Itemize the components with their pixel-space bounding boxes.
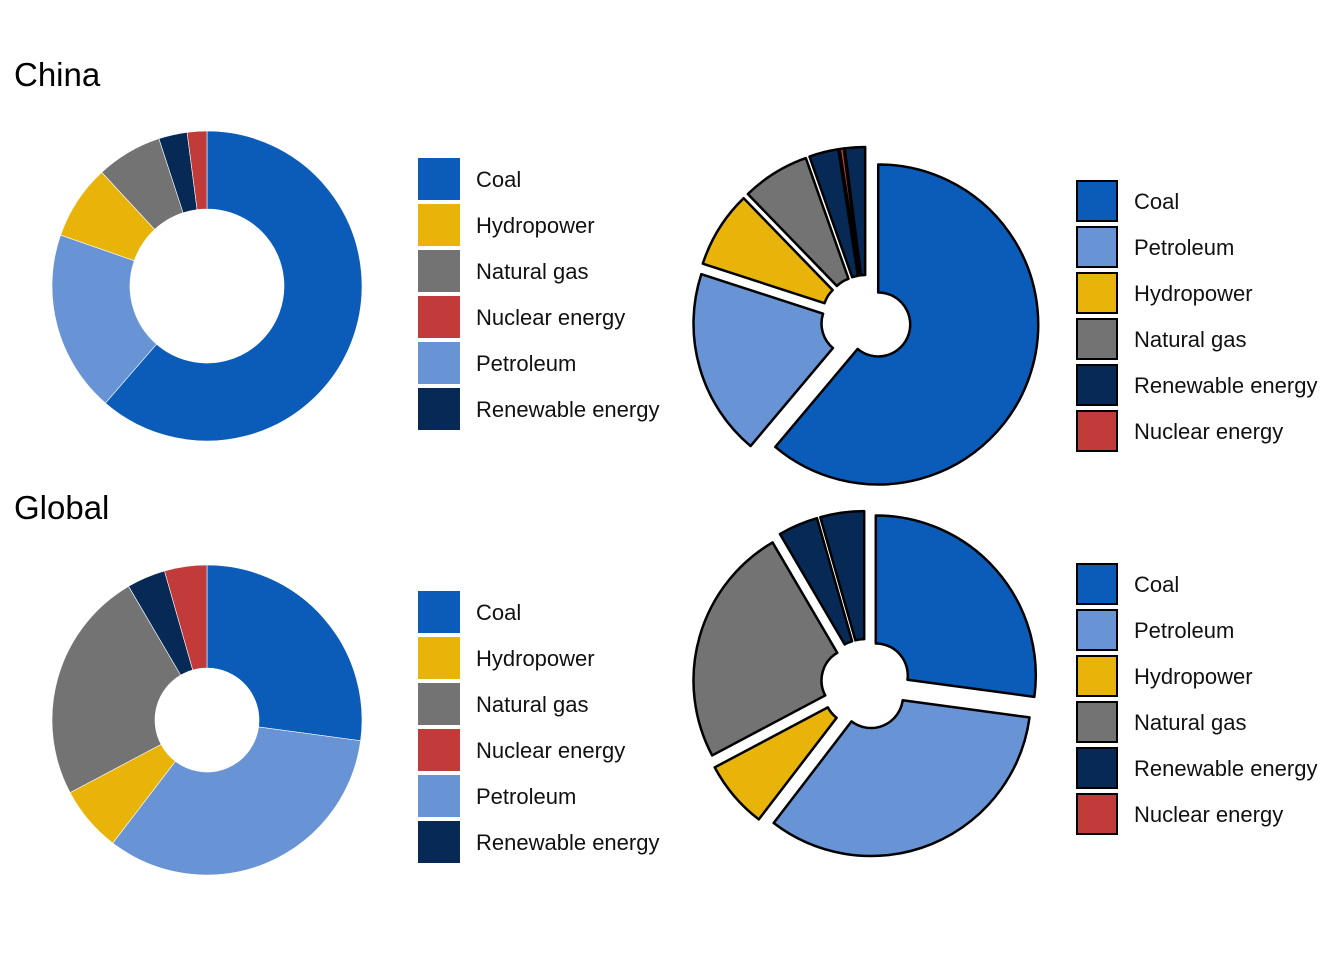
legend-swatch-nuclear-energy <box>418 296 460 338</box>
legend-swatch-nuclear-energy <box>418 729 460 771</box>
legend-item-nuclear-energy: Nuclear energy <box>418 727 718 773</box>
legend-item-natural-gas: Natural gas <box>418 681 718 727</box>
legend-swatch-renewable-energy <box>1076 747 1118 789</box>
legend-item-hydropower: Hydropower <box>1076 270 1344 316</box>
legend-item-nuclear-energy: Nuclear energy <box>1076 791 1344 837</box>
pie-slice-china-donut-petroleum-1 <box>51 234 157 404</box>
legend-swatch-renewable-energy <box>418 388 460 430</box>
legend-label-hydropower: Hydropower <box>1134 281 1253 306</box>
pie-slice-china-exploded-natural-gas-3 <box>746 156 850 288</box>
legend-swatch-renewable-energy <box>1076 364 1118 406</box>
legend-swatch-natural-gas <box>1076 318 1118 360</box>
legend-swatch-hydropower <box>1076 272 1118 314</box>
legend-item-natural-gas: Natural gas <box>1076 699 1344 745</box>
legend-label-renewable-energy: Renewable energy <box>476 397 660 422</box>
legend-label-nuclear-energy: Nuclear energy <box>476 738 626 763</box>
pie-slice-global-exploded-natural-gas-3 <box>692 541 839 757</box>
legend-swatch-natural-gas <box>418 683 460 725</box>
legend-item-natural-gas: Natural gas <box>418 248 718 294</box>
pie-slice-global-exploded-renewable-energy-4 <box>778 516 854 646</box>
legend-swatch-nuclear-energy <box>1076 410 1118 452</box>
pie-slice-global-exploded-hydropower-2 <box>713 706 838 821</box>
legend-label-hydropower: Hydropower <box>476 213 595 238</box>
pie-slice-global-exploded-renewable-energy-5 <box>819 509 866 642</box>
legend-label-renewable-energy: Renewable energy <box>476 830 660 855</box>
pie-slice-china-exploded-hydropower-2 <box>701 196 834 305</box>
legend-swatch-natural-gas <box>1076 701 1118 743</box>
pie-slice-china-exploded-coal-0 <box>774 163 1040 486</box>
legend-item-hydropower: Hydropower <box>418 635 718 681</box>
legend-item-petroleum: Petroleum <box>1076 224 1344 270</box>
legend-item-coal: Coal <box>418 156 718 202</box>
legend-item-coal: Coal <box>1076 178 1344 224</box>
legend-swatch-coal <box>418 158 460 200</box>
legend-label-renewable-energy: Renewable energy <box>1134 373 1318 398</box>
legend-item-natural-gas: Natural gas <box>1076 316 1344 362</box>
legend-label-hydropower: Hydropower <box>1134 664 1253 689</box>
legend-label-petroleum: Petroleum <box>1134 235 1235 260</box>
legend-label-natural-gas: Natural gas <box>476 692 589 717</box>
legend-swatch-hydropower <box>418 637 460 679</box>
legend-swatch-natural-gas <box>418 250 460 292</box>
legend-item-nuclear-energy: Nuclear energy <box>418 294 718 340</box>
legend-label-nuclear-energy: Nuclear energy <box>476 305 626 330</box>
legend-swatch-petroleum <box>1076 609 1118 651</box>
legend-label-nuclear-energy: Nuclear energy <box>1134 802 1284 827</box>
pie-slice-china-exploded-renewable-energy-6 <box>843 145 867 277</box>
pie-slice-global-donut-natural-gas-3 <box>51 585 182 794</box>
legend-item-hydropower: Hydropower <box>1076 653 1344 699</box>
legend-item-hydropower: Hydropower <box>418 202 718 248</box>
legend-swatch-renewable-energy <box>418 821 460 863</box>
legend-label-petroleum: Petroleum <box>476 784 577 809</box>
legend-swatch-nuclear-energy <box>1076 793 1118 835</box>
legend-swatch-hydropower <box>418 204 460 246</box>
legend-item-petroleum: Petroleum <box>1076 607 1344 653</box>
legend-item-renewable-energy: Renewable energy <box>1076 362 1344 408</box>
legend-swatch-coal <box>418 591 460 633</box>
legend-label-coal: Coal <box>1134 189 1180 214</box>
legend-label-natural-gas: Natural gas <box>1134 710 1247 735</box>
legend-item-petroleum: Petroleum <box>418 340 718 386</box>
pie-slice-china-donut-coal-0 <box>105 130 363 442</box>
legend-label-renewable-energy: Renewable energy <box>1134 756 1318 781</box>
legend-item-coal: Coal <box>1076 561 1344 607</box>
legend-label-coal: Coal <box>1134 572 1180 597</box>
pie-slice-global-exploded-coal-0 <box>874 514 1038 699</box>
pie-slice-global-donut-petroleum-1 <box>112 726 361 876</box>
legend-label-petroleum: Petroleum <box>1134 618 1235 643</box>
legend-swatch-coal <box>1076 180 1118 222</box>
legend-swatch-coal <box>1076 563 1118 605</box>
legend-label-hydropower: Hydropower <box>476 646 595 671</box>
pie-slice-china-donut-nuclear-energy-5 <box>186 130 208 210</box>
legend-label-coal: Coal <box>476 167 522 192</box>
legend-label-coal: Coal <box>476 600 522 625</box>
legend-swatch-petroleum <box>418 775 460 817</box>
legend-item-coal: Coal <box>418 589 718 635</box>
legend-swatch-petroleum <box>418 342 460 384</box>
pie-slice-china-exploded-renewable-energy-4 <box>808 148 860 279</box>
legend-item-renewable-energy: Renewable energy <box>418 819 718 865</box>
section-title-global: Global <box>14 489 110 526</box>
pie-slice-global-donut-nuclear-energy-5 <box>164 564 208 671</box>
legend-item-nuclear-energy: Nuclear energy <box>1076 408 1344 454</box>
legend-label-petroleum: Petroleum <box>476 351 577 376</box>
legend-item-renewable-energy: Renewable energy <box>1076 745 1344 791</box>
section-title-china: China <box>14 56 101 93</box>
legend-item-petroleum: Petroleum <box>418 773 718 819</box>
legend-label-natural-gas: Natural gas <box>476 259 589 284</box>
pie-slice-china-exploded-petroleum-1 <box>692 272 835 448</box>
legend-swatch-petroleum <box>1076 226 1118 268</box>
legend-item-renewable-energy: Renewable energy <box>418 386 718 432</box>
legend-swatch-hydropower <box>1076 655 1118 697</box>
legend-label-natural-gas: Natural gas <box>1134 327 1247 352</box>
legend-label-nuclear-energy: Nuclear energy <box>1134 419 1284 444</box>
pie-slice-global-donut-coal-0 <box>206 564 363 742</box>
pie-slice-global-exploded-petroleum-1 <box>772 699 1031 858</box>
